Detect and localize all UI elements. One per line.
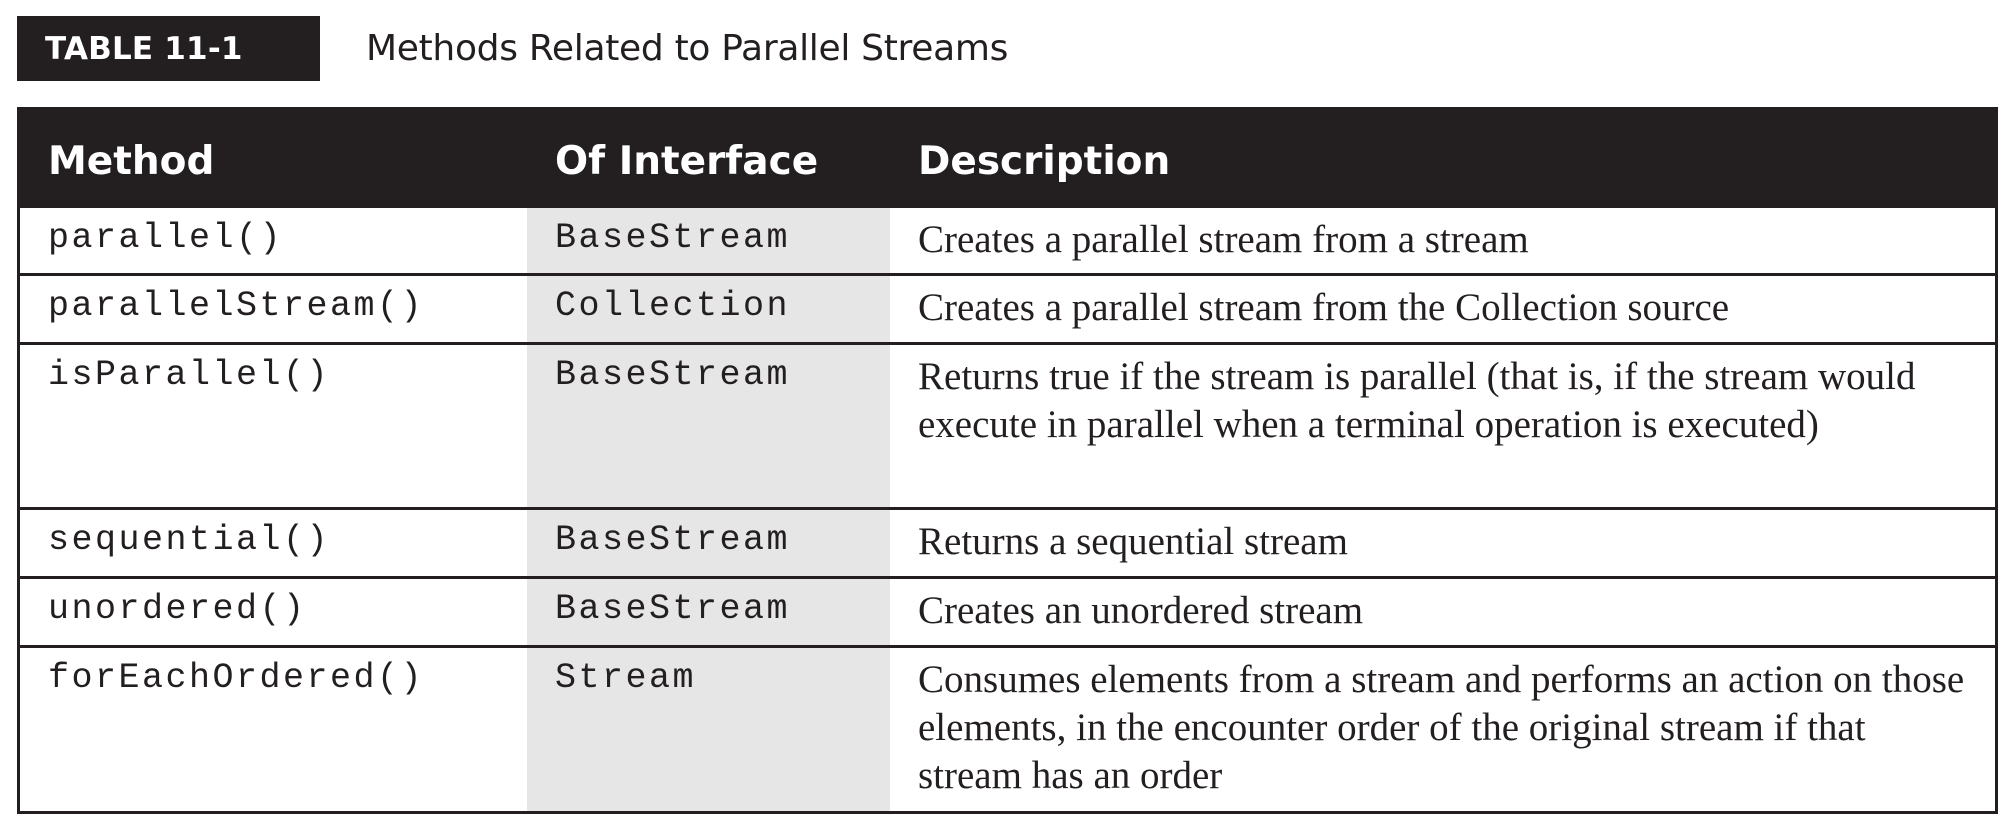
table-row: isParallel() BaseStream Returns true if …	[20, 342, 1995, 507]
description-cell: Creates an unordered stream	[918, 589, 1364, 632]
method-cell: isParallel()	[48, 355, 331, 395]
table-title: Methods Related to Parallel Streams	[366, 28, 1009, 69]
description-cell: Creates a parallel stream from the Colle…	[918, 286, 1730, 329]
interface-cell: BaseStream	[527, 510, 890, 576]
table-row: forEachOrdered() Stream Consumes element…	[20, 645, 1995, 811]
table-caption: TABLE 11-1 Methods Related to Parallel S…	[17, 16, 1008, 81]
interface-cell: Collection	[527, 276, 890, 342]
header-method: Method	[48, 139, 215, 184]
description-cell: Consumes elements from a stream and perf…	[918, 658, 1965, 797]
interface-cell: BaseStream	[527, 208, 890, 273]
table-row: sequential() BaseStream Returns a sequen…	[20, 507, 1995, 576]
header-description: Description	[918, 139, 1171, 184]
table-row: parallel() BaseStream Creates a parallel…	[20, 208, 1995, 273]
header-of-interface: Of Interface	[555, 139, 819, 184]
method-cell: forEachOrdered()	[48, 658, 425, 698]
table-number-label: TABLE 11-1	[17, 16, 320, 81]
table-row: parallelStream() Collection Creates a pa…	[20, 273, 1995, 342]
interface-cell: Stream	[527, 648, 890, 811]
method-cell: parallelStream()	[48, 286, 425, 326]
methods-table: Method Of Interface Description parallel…	[17, 107, 1998, 814]
description-cell: Creates a parallel stream from a stream	[918, 218, 1529, 261]
interface-cell: BaseStream	[527, 579, 890, 645]
method-cell: sequential()	[48, 520, 331, 560]
method-cell: parallel()	[48, 218, 284, 258]
table-row: unordered() BaseStream Creates an unorde…	[20, 576, 1995, 645]
table-header-row: Method Of Interface Description	[20, 107, 1995, 208]
description-cell: Returns true if the stream is parallel (…	[918, 355, 1916, 446]
description-cell: Returns a sequential stream	[918, 520, 1348, 563]
method-cell: unordered()	[48, 589, 307, 629]
interface-cell: BaseStream	[527, 345, 890, 507]
